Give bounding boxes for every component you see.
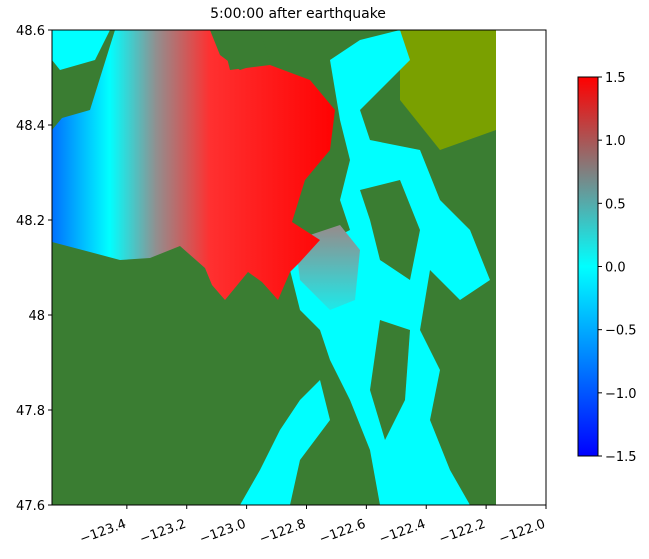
x-tick-label: −123.0 bbox=[198, 517, 248, 548]
colorbar: −1.5 −1.0 −0.5 0.0 0.5 1.0 1.5 bbox=[577, 71, 637, 465]
colorbar-tick-label: −1.0 bbox=[605, 387, 637, 402]
x-tick-label: −123.4 bbox=[78, 517, 128, 548]
y-tick-label: 48.4 bbox=[16, 119, 45, 134]
island bbox=[370, 320, 410, 440]
x-tick-label: −122.2 bbox=[437, 517, 487, 548]
y-tick-label: 47.8 bbox=[16, 404, 45, 419]
surge-field bbox=[52, 30, 335, 300]
x-tick-label: −122.6 bbox=[317, 517, 367, 548]
south-sound bbox=[240, 380, 330, 505]
colorbar-fill bbox=[577, 76, 599, 457]
colorbar-tick-label: −0.5 bbox=[605, 324, 637, 339]
x-tick-label: −122.4 bbox=[377, 517, 427, 548]
colorbar-tick-label: 0.5 bbox=[605, 197, 626, 212]
x-tick-label: −122.0 bbox=[497, 517, 547, 548]
x-tick-label: −123.2 bbox=[138, 517, 188, 548]
water bbox=[52, 30, 110, 70]
y-tick-label: 48.6 bbox=[16, 24, 45, 39]
axes-frame bbox=[51, 29, 547, 506]
lowland bbox=[400, 30, 496, 150]
colorbar-tick-label: 1.0 bbox=[605, 134, 626, 149]
colorbar-tick-label: 0.0 bbox=[605, 261, 626, 276]
chart-title: 5:00:00 after earthquake bbox=[210, 6, 386, 22]
x-tick-label: −122.8 bbox=[258, 517, 308, 548]
colorbar-tick-label: 1.5 bbox=[605, 71, 626, 86]
island bbox=[360, 180, 420, 280]
y-tick-label: 48.2 bbox=[16, 214, 45, 229]
island bbox=[210, 30, 270, 70]
puget-sound bbox=[290, 30, 490, 505]
y-tick-label: 47.6 bbox=[16, 499, 45, 514]
colorbar-tick-label: −1.5 bbox=[605, 450, 637, 465]
y-tick-label: 48 bbox=[28, 309, 45, 324]
map bbox=[52, 30, 496, 505]
